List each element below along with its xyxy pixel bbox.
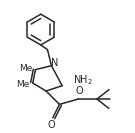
Text: NH$_2$: NH$_2$ [73, 73, 93, 87]
Text: O: O [48, 120, 55, 130]
Text: Me: Me [16, 80, 29, 89]
Text: Me: Me [19, 64, 32, 73]
Text: N: N [51, 58, 58, 68]
Text: O: O [75, 86, 83, 96]
